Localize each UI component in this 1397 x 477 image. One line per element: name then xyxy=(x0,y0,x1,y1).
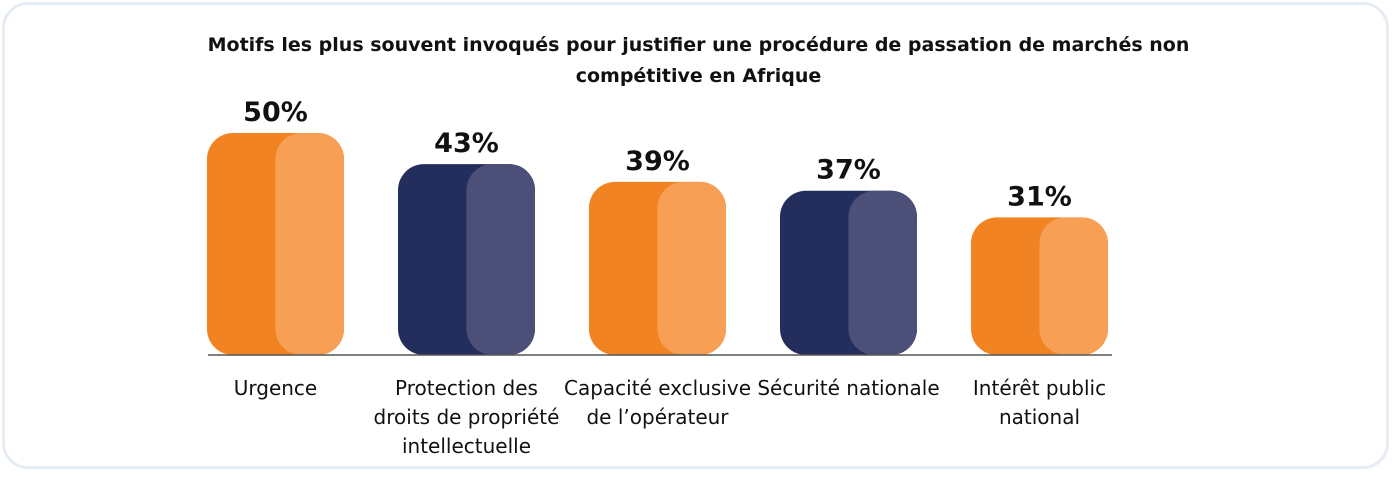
bar-highlight xyxy=(848,190,917,355)
value-label: 43% xyxy=(434,128,499,159)
x-tick-label: Sécurité nationale xyxy=(757,376,940,400)
bar-highlight xyxy=(1039,217,1108,355)
card xyxy=(2,2,1389,469)
bar-highlight xyxy=(657,181,726,355)
x-tick-label: Urgence xyxy=(233,376,318,400)
value-label: 37% xyxy=(816,155,881,186)
bar-highlight xyxy=(275,133,344,355)
x-tick-label: Protection des droits de propriété intel… xyxy=(373,376,560,458)
x-tick-label: Capacité exclusive de l’opérateur xyxy=(563,376,751,429)
value-label: 31% xyxy=(1007,181,1072,212)
bar-highlight xyxy=(466,164,535,355)
value-label: 50% xyxy=(243,97,308,128)
value-label: 39% xyxy=(625,146,690,177)
x-tick-label: Intérêt public national xyxy=(972,376,1107,429)
chart-title: Motifs les plus souvent invoqués pour ju… xyxy=(207,34,1190,87)
